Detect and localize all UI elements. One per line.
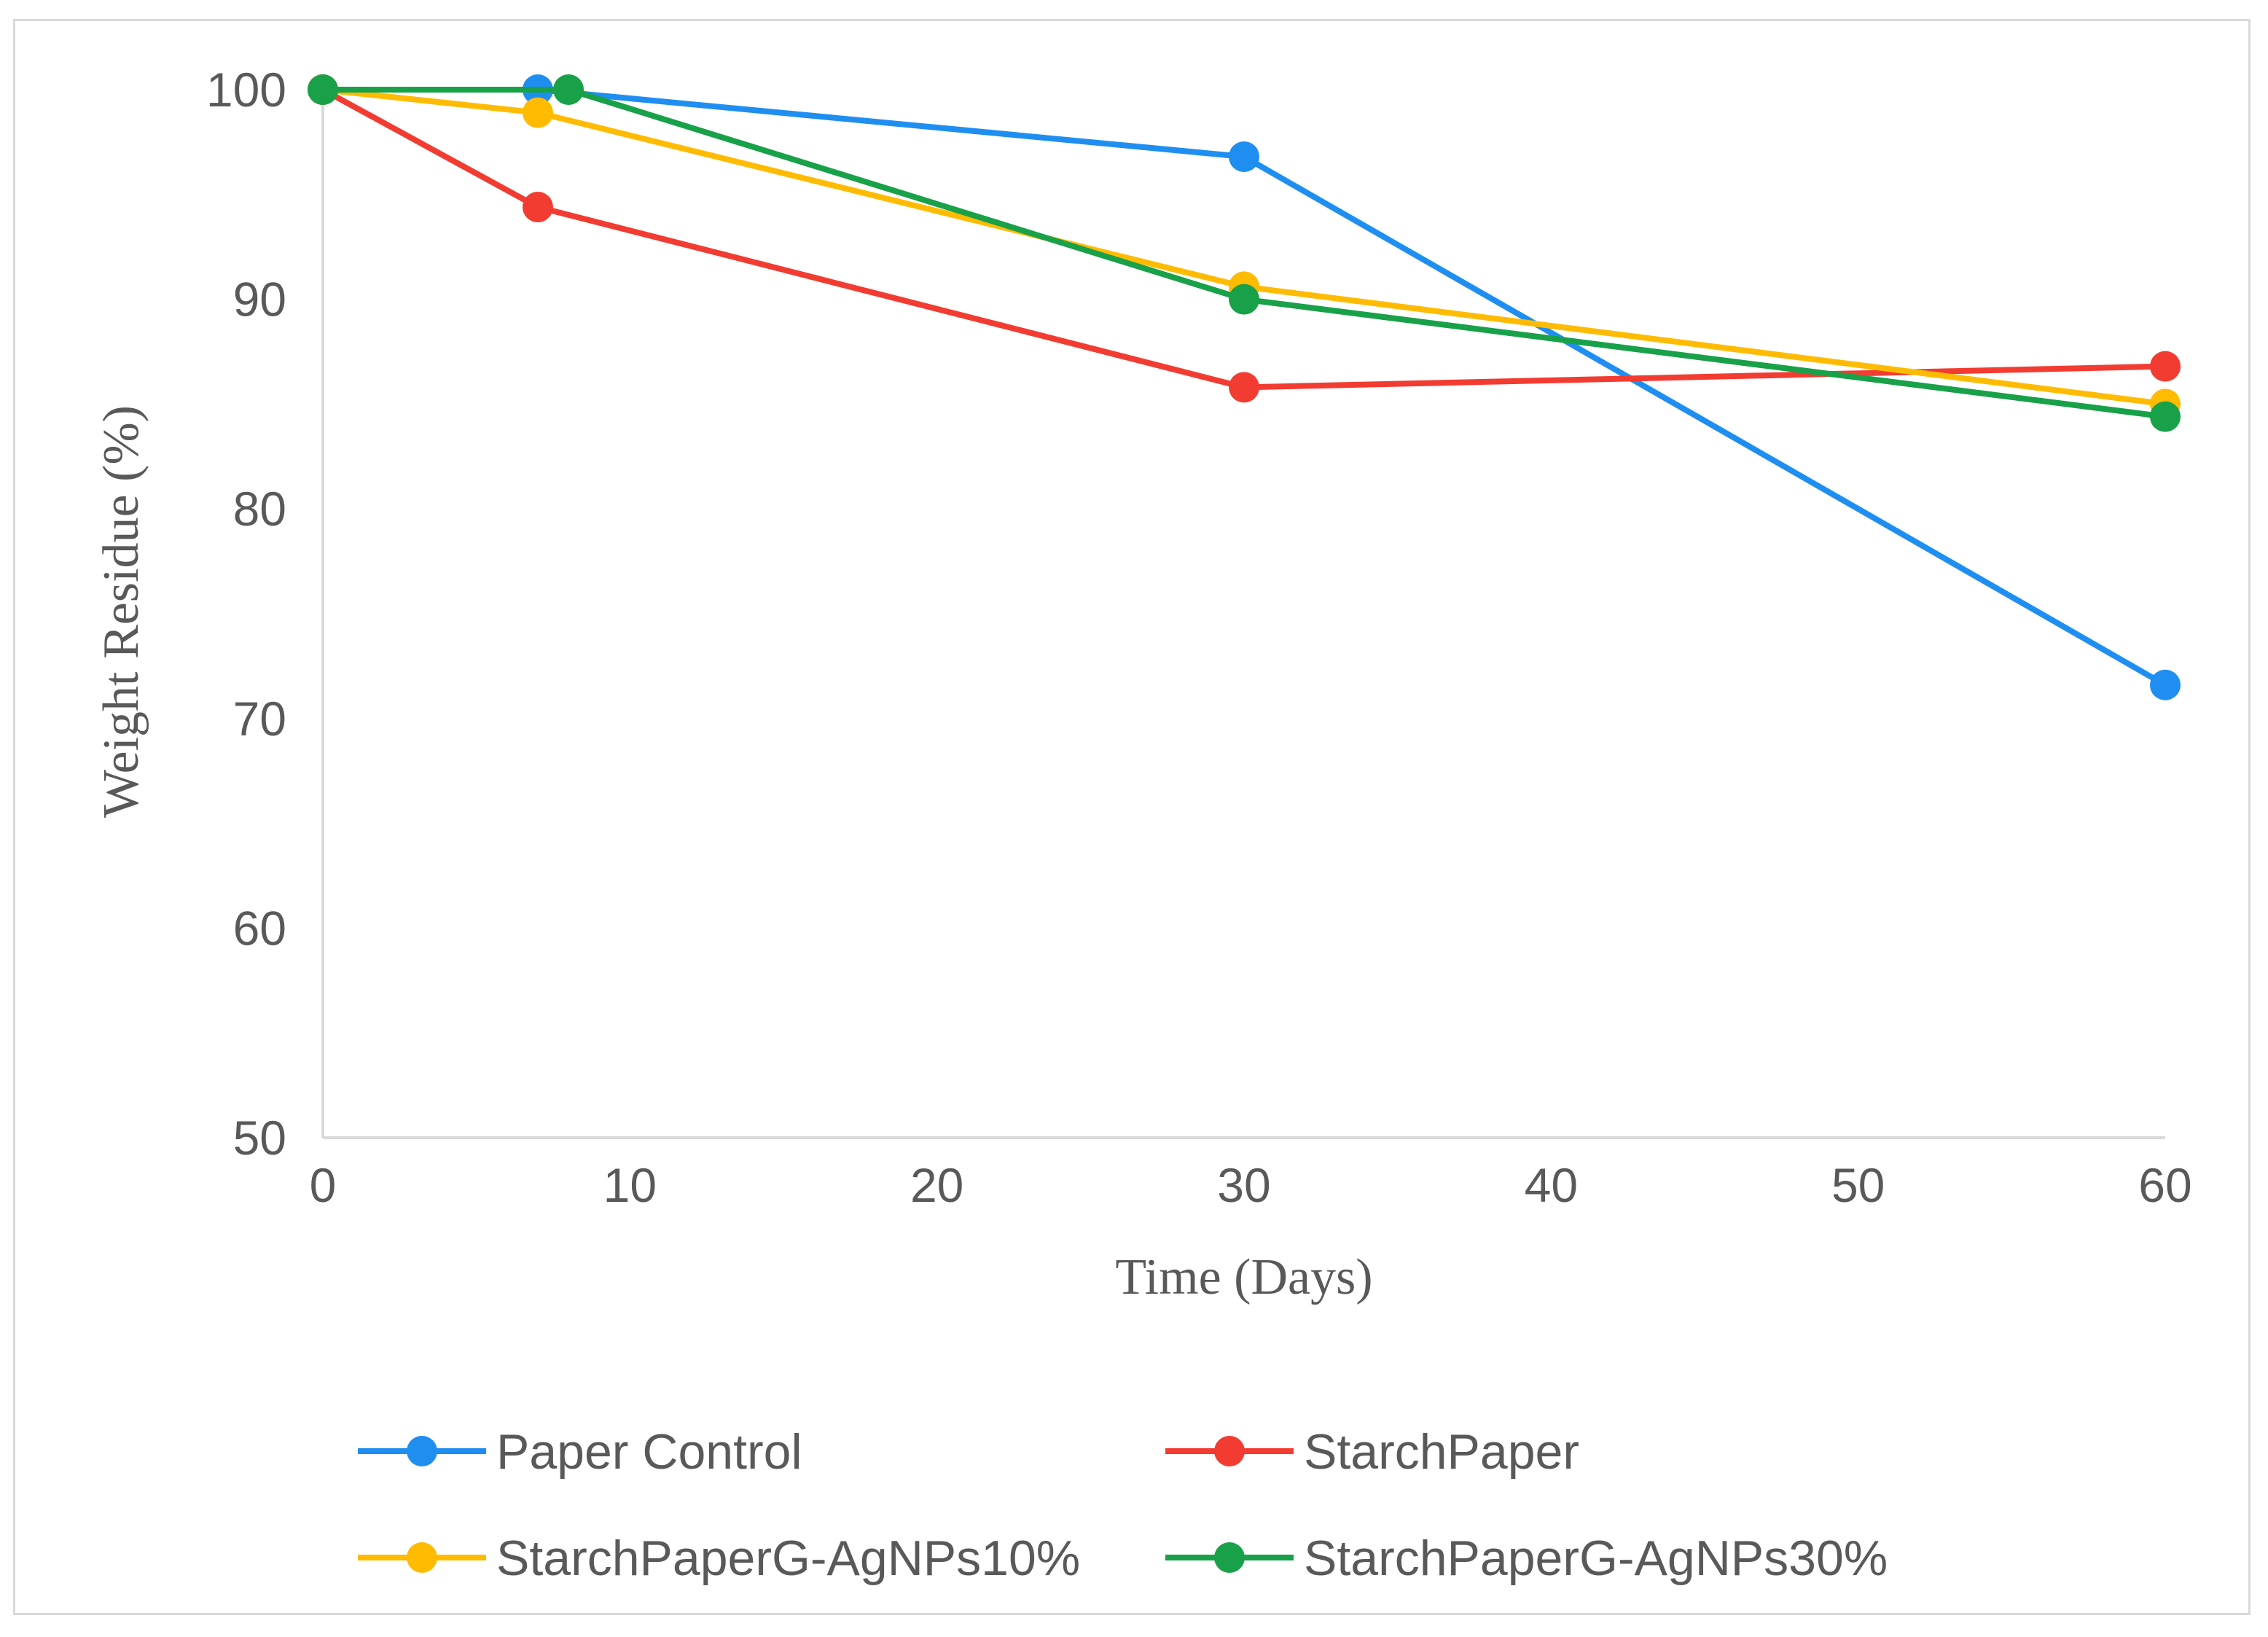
x-tick-label: 20 (910, 1158, 963, 1212)
y-tick-label: 60 (233, 901, 286, 955)
series-line (322, 87, 2166, 407)
legend-label: StarchPaper (1304, 1424, 1579, 1480)
y-axis-title: Weight Residue (%) (93, 405, 149, 818)
series-3 (308, 74, 2181, 420)
data-point-marker (1229, 141, 1259, 173)
x-tick-label: 30 (1217, 1158, 1270, 1212)
data-point-marker (2150, 351, 2181, 382)
legend-marker-swatch (1214, 1436, 1245, 1466)
legend-marker-swatch (407, 1542, 437, 1573)
data-point-marker (2150, 401, 2181, 432)
series-4 (308, 74, 2181, 432)
series-line (321, 87, 2166, 391)
legend-marker-swatch (407, 1436, 437, 1466)
y-tick-label: 90 (233, 273, 286, 327)
legend-item: StarchPaperG-AgNPs30% (1165, 1531, 1888, 1586)
data-point-marker (1229, 372, 1259, 403)
y-tick-label: 50 (233, 1111, 286, 1165)
series-layer (308, 74, 2181, 700)
y-tick-labels: 50 60 70 80 90 100 (206, 63, 286, 1165)
legend-item: Paper Control (358, 1424, 802, 1480)
y-tick-label: 80 (233, 482, 286, 536)
x-tick-label: 50 (1831, 1158, 1885, 1212)
legend-label: StarchPaperG-AgNPs30% (1304, 1531, 1888, 1586)
y-tick-label: 70 (233, 692, 286, 746)
data-point-marker (522, 192, 553, 223)
x-axis-title: Time (Days) (1115, 1249, 1372, 1305)
legend-marker-swatch (1214, 1542, 1245, 1573)
legend-item: StarchPaperG-AgNPs10% (358, 1531, 1080, 1586)
legend: Paper Control StarchPaper StarchPaperG-AgN… (358, 1424, 1888, 1586)
data-point-marker (2150, 669, 2181, 700)
legend-label: Paper Control (496, 1424, 802, 1480)
data-point-marker (308, 74, 338, 105)
chart-frame: 50 60 70 80 90 100 0 10 20 30 40 50 60 Time (Days) … (13, 19, 2251, 1615)
data-point-marker (553, 74, 584, 105)
y-tick-label: 100 (206, 63, 286, 117)
legend-label: StarchPaperG-AgNPs10% (496, 1531, 1080, 1586)
x-tick-label: 60 (2138, 1158, 2191, 1212)
x-tick-label: 40 (1525, 1158, 1578, 1212)
x-tick-label: 0 (310, 1158, 337, 1212)
data-point-marker (522, 97, 553, 128)
data-point-marker (1229, 284, 1259, 315)
series-line (323, 87, 2166, 420)
legend-item: StarchPaper (1165, 1424, 1579, 1480)
x-tick-labels: 0 10 20 30 40 50 60 (310, 1158, 2192, 1212)
x-tick-label: 10 (603, 1158, 657, 1212)
